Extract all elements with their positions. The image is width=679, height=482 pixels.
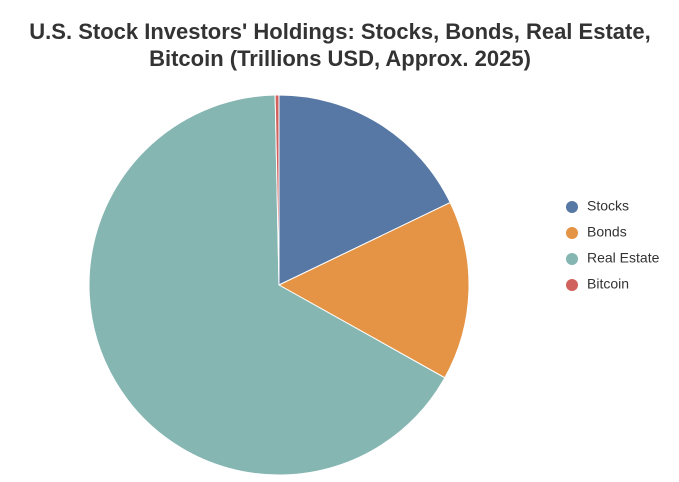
legend-label: Stocks [587, 198, 629, 214]
legend-label: Bitcoin [587, 276, 629, 292]
pie-slice [88, 94, 446, 476]
chart-title: U.S. Stock Investors' Holdings: Stocks, … [29, 19, 651, 71]
pie-slice [277, 201, 470, 379]
legend-label: Bonds [587, 224, 627, 240]
pie-slice [274, 94, 280, 286]
legend-marker [566, 279, 578, 291]
legend-marker [566, 201, 578, 213]
legend-marker [566, 253, 578, 265]
legend-label: Real Estate [587, 250, 660, 266]
pie-slice [278, 94, 451, 286]
legend-marker [566, 227, 578, 239]
